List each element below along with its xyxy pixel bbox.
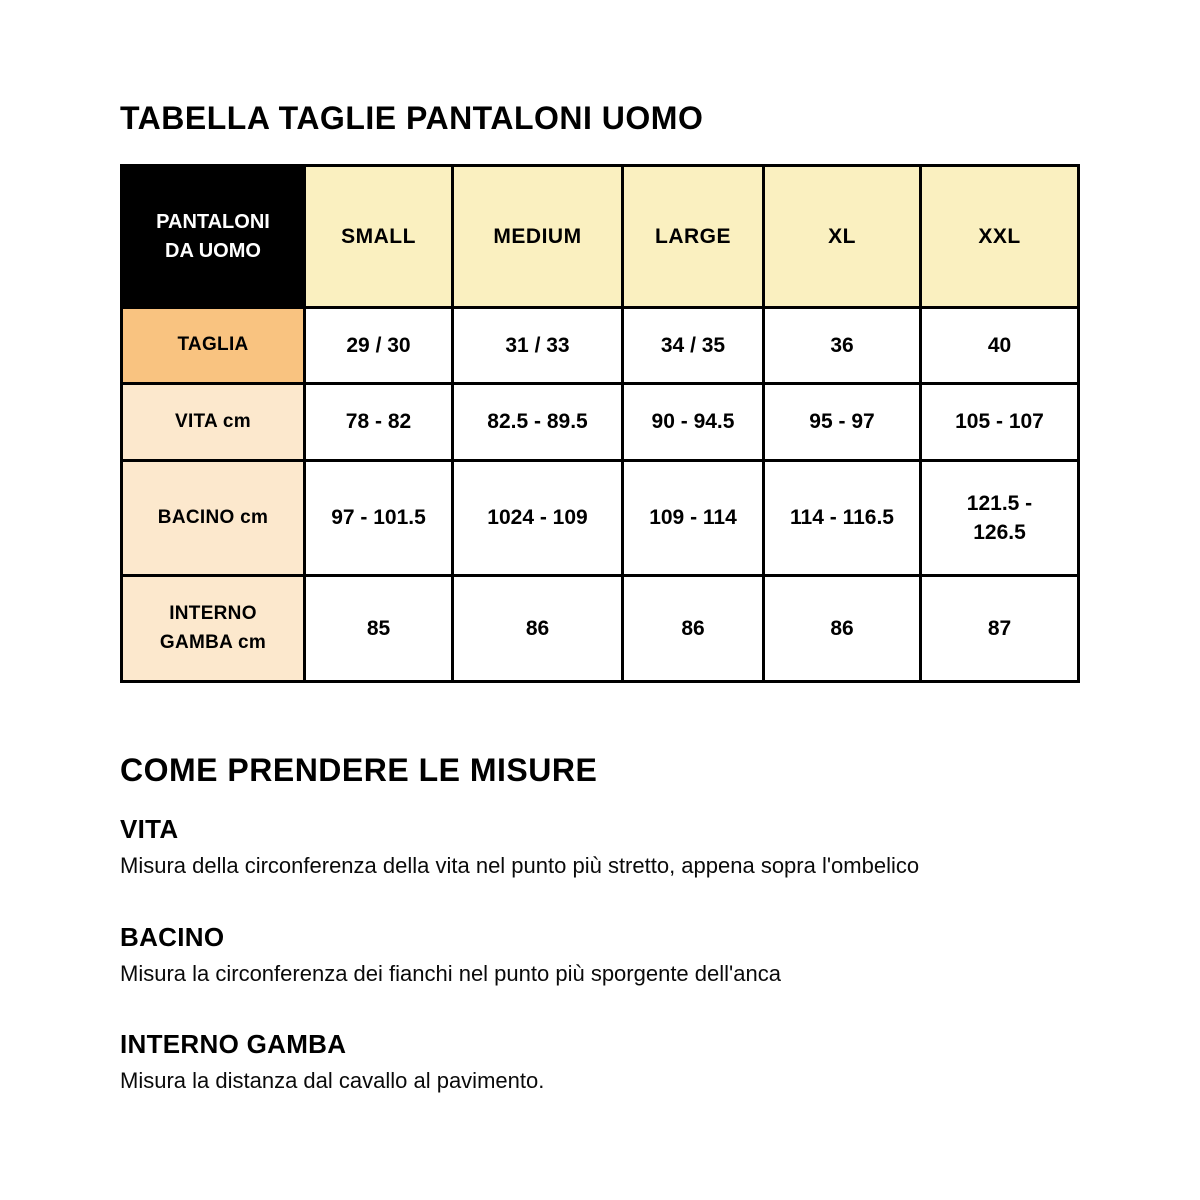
table-cell: 40 [919, 306, 1080, 385]
measure-section-title: BACINO [120, 922, 225, 952]
measure-section-description: Misura la circonferenza dei fianchi nel … [120, 960, 781, 986]
table-cell: 105 - 107 [919, 382, 1080, 462]
table-cell: 114 - 116.5 [762, 459, 922, 577]
size-table: PANTALONI DA UOMO SMALL MEDIUM LARGE XL … [120, 164, 1080, 683]
measure-section-title: INTERNO GAMBA [120, 1029, 347, 1059]
column-header-small: SMALL [303, 164, 454, 309]
column-header-xxl: XXL [919, 164, 1080, 309]
size-table-header-row: PANTALONI DA UOMO SMALL MEDIUM LARGE XL … [120, 164, 1080, 309]
measure-section-interno-gamba: INTERNO GAMBA Misura la distanza dal cav… [120, 1029, 1100, 1095]
table-cell: 82.5 - 89.5 [451, 382, 624, 462]
measure-section-description: Misura la distanza dal cavallo al pavime… [120, 1067, 545, 1093]
table-row-taglia: TAGLIA 29 / 30 31 / 33 34 / 35 36 40 [120, 306, 1080, 385]
table-cell: 29 / 30 [303, 306, 454, 385]
table-cell: 36 [762, 306, 922, 385]
table-row-vita: VITA cm 78 - 82 82.5 - 89.5 90 - 94.5 95… [120, 382, 1080, 462]
row-label-bacino: BACINO cm [120, 459, 306, 577]
table-cell: 97 - 101.5 [303, 459, 454, 577]
table-row-interno-gamba: INTERNO GAMBA cm 85 86 86 86 87 [120, 574, 1080, 683]
measure-section-bacino: BACINO Misura la circonferenza dei fianc… [120, 922, 1100, 988]
table-cell: 86 [762, 574, 922, 683]
measure-guide-heading: COME PRENDERE LE MISURE [120, 752, 598, 788]
page-title: TABELLA TAGLIE PANTALONI UOMO [120, 100, 704, 136]
row-label-interno-gamba: INTERNO GAMBA cm [120, 574, 306, 683]
column-header-medium: MEDIUM [451, 164, 624, 309]
table-cell: 34 / 35 [621, 306, 765, 385]
table-cell: 109 - 114 [621, 459, 765, 577]
row-label-taglia: TAGLIA [120, 306, 306, 385]
table-cell: 85 [303, 574, 454, 683]
table-cell: 78 - 82 [303, 382, 454, 462]
measure-section-vita: VITA Misura della circonferenza della vi… [120, 814, 1100, 880]
table-cell: 86 [621, 574, 765, 683]
column-header-xl: XL [762, 164, 922, 309]
table-cell: 90 - 94.5 [621, 382, 765, 462]
table-cell: 31 / 33 [451, 306, 624, 385]
row-label-vita: VITA cm [120, 382, 306, 462]
table-cell: 86 [451, 574, 624, 683]
table-row-bacino: BACINO cm 97 - 101.5 1024 - 109 109 - 11… [120, 459, 1080, 577]
measure-section-description: Misura della circonferenza della vita ne… [120, 852, 920, 878]
measure-section-title: VITA [120, 814, 179, 844]
table-cell: 95 - 97 [762, 382, 922, 462]
table-cell: 121.5 - 126.5 [919, 459, 1080, 577]
table-cell: 1024 - 109 [451, 459, 624, 577]
column-header-large: LARGE [621, 164, 765, 309]
corner-cell: PANTALONI DA UOMO [120, 164, 306, 309]
table-cell: 87 [919, 574, 1080, 683]
